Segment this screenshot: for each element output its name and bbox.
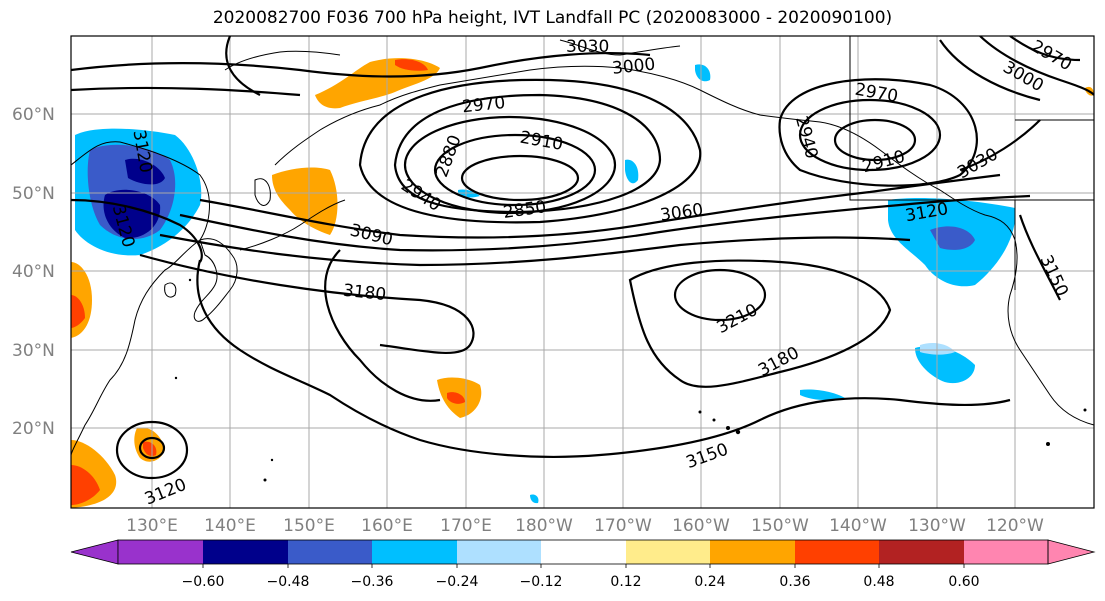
colorbar-tick-label: 0.48 — [863, 574, 894, 590]
colorbar-tick-label: 0.36 — [779, 574, 810, 590]
contour-label: 3030 — [566, 37, 609, 57]
lon-label: 150°W — [751, 516, 809, 536]
island-dots — [174, 278, 1087, 482]
colorbar-segment — [795, 540, 879, 564]
longitude-labels: 130°E 140°E 150°E 160°E 170°E 180°W 170°… — [126, 516, 1044, 536]
colorbar-tick-label: −0.36 — [351, 574, 394, 590]
lat-label: 50°N — [12, 184, 55, 204]
contour-label: 3180 — [342, 281, 387, 305]
colorbar-segment — [288, 540, 372, 564]
lon-label: 120°W — [986, 516, 1044, 536]
map-area — [71, 36, 1094, 508]
map-frame — [70, 35, 1095, 509]
colorbar-high-extend — [1047, 539, 1096, 565]
colorbar-segment — [118, 540, 203, 564]
contour-label: 3000 — [611, 54, 656, 78]
colorbar-segment — [541, 540, 626, 564]
contour-label: 2970 — [461, 93, 506, 117]
colorbar-tick-label: 0.60 — [948, 574, 979, 590]
colorbar: −0.60 −0.48 −0.36 −0.24 −0.12 0.12 0.24 … — [70, 539, 1096, 590]
height-contours — [71, 36, 1094, 480]
ivt-anomaly-shading — [71, 58, 1094, 508]
latitude-labels: 60°N 50°N 40°N 30°N 20°N — [12, 105, 55, 439]
colorbar-tick-label: −0.48 — [267, 574, 310, 590]
colorbar-tick-label: −0.60 — [182, 574, 225, 590]
lon-label: 140°W — [829, 516, 887, 536]
colorbar-outline — [117, 539, 1049, 565]
lat-label: 40°N — [12, 262, 55, 282]
lat-label: 20°N — [12, 419, 55, 439]
colorbar-segment — [879, 540, 964, 564]
colorbar-segment — [710, 540, 795, 564]
lon-label: 170°E — [440, 516, 492, 536]
colorbar-low-extend — [70, 539, 119, 565]
colorbar-tick-label: 0.24 — [694, 574, 725, 590]
lat-label: 30°N — [12, 341, 55, 361]
map-title: 2020082700 F036 700 hPa height, IVT Land… — [212, 8, 893, 28]
colorbar-tick-label: −0.24 — [436, 574, 479, 590]
lat-label: 60°N — [12, 105, 55, 125]
lon-label: 130°W — [908, 516, 966, 536]
colorbar-segment — [964, 540, 1048, 564]
lon-label: 140°E — [204, 516, 256, 536]
colorbar-segment — [457, 540, 541, 564]
coastlines — [71, 36, 1094, 456]
colorbar-tick-label: −0.12 — [520, 574, 563, 590]
lon-label: 150°E — [283, 516, 335, 536]
lon-label: 170°W — [594, 516, 652, 536]
colorbar-segment — [203, 540, 288, 564]
lon-label: 180°W — [515, 516, 573, 536]
colorbar-segment — [626, 540, 710, 564]
lon-label: 160°W — [672, 516, 730, 536]
lon-label: 160°E — [361, 516, 413, 536]
colorbar-tick-label: 0.12 — [610, 574, 641, 590]
lon-label: 130°E — [126, 516, 178, 536]
colorbar-segment — [372, 540, 457, 564]
